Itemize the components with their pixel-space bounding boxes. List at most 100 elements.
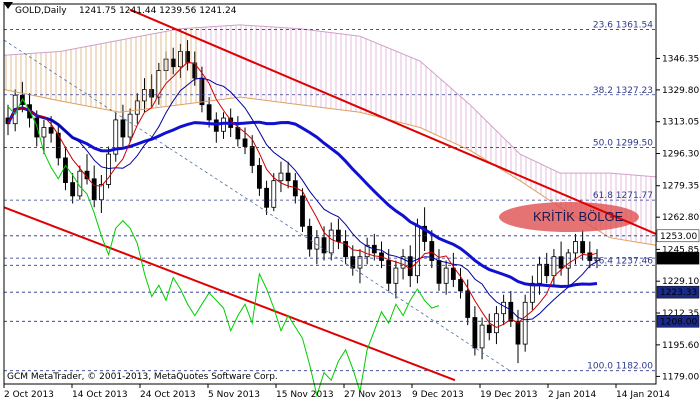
tenkan-sen-line bbox=[7, 61, 598, 328]
candle-body[interactable] bbox=[364, 244, 370, 258]
candle-body[interactable] bbox=[594, 257, 600, 261]
x-tick-label: 2 Oct 2013 bbox=[4, 390, 54, 400]
x-tick-label: 14 Jan 2014 bbox=[616, 390, 670, 400]
candle-body[interactable] bbox=[357, 256, 363, 269]
candle-body[interactable] bbox=[422, 225, 428, 242]
candle-body[interactable] bbox=[185, 51, 190, 64]
candle-body[interactable] bbox=[472, 317, 478, 349]
moving-average-line bbox=[6, 106, 598, 289]
candle-body[interactable] bbox=[343, 241, 348, 258]
candle-body[interactable] bbox=[522, 301, 528, 345]
candle-body[interactable] bbox=[450, 267, 456, 280]
candle-body[interactable] bbox=[558, 256, 564, 269]
candle-body[interactable] bbox=[91, 178, 97, 201]
candle-body[interactable] bbox=[429, 241, 435, 261]
symbol-label: GOLD,Daily bbox=[15, 6, 67, 16]
candle-body[interactable] bbox=[278, 172, 284, 182]
candle-body[interactable] bbox=[515, 320, 521, 345]
fib-trend-line bbox=[3, 39, 511, 372]
candle-body[interactable] bbox=[300, 195, 305, 227]
candle-body[interactable] bbox=[551, 256, 557, 277]
candle-body[interactable] bbox=[494, 313, 499, 334]
candle-body[interactable] bbox=[177, 51, 183, 68]
candle-body[interactable] bbox=[249, 146, 255, 166]
candle-body[interactable] bbox=[120, 119, 126, 138]
candle-body[interactable] bbox=[70, 182, 76, 197]
price-tag bbox=[656, 251, 700, 265]
candle-body[interactable] bbox=[321, 237, 327, 254]
candle-body[interactable] bbox=[257, 165, 262, 189]
candle-body[interactable] bbox=[400, 256, 406, 269]
candle-body[interactable] bbox=[285, 172, 291, 182]
x-tick-label: 24 Oct 2013 bbox=[140, 390, 196, 400]
candle-body[interactable] bbox=[41, 127, 47, 138]
candle-body[interactable] bbox=[415, 225, 420, 277]
candle-body[interactable] bbox=[529, 282, 535, 303]
candle-body[interactable] bbox=[271, 180, 277, 208]
candle-body[interactable] bbox=[142, 89, 147, 102]
candle-body[interactable] bbox=[465, 290, 471, 318]
candle-body[interactable] bbox=[336, 229, 341, 242]
candle-body[interactable] bbox=[436, 260, 442, 284]
candle-body[interactable] bbox=[479, 324, 485, 349]
candle-body[interactable] bbox=[486, 324, 492, 334]
candle-body[interactable] bbox=[48, 127, 54, 134]
candle-body[interactable] bbox=[235, 127, 241, 140]
candle-body[interactable] bbox=[458, 279, 463, 292]
candle-body[interactable] bbox=[328, 229, 334, 254]
candle-body[interactable] bbox=[264, 187, 269, 208]
x-tick-label: 5 Nov 2013 bbox=[208, 390, 260, 400]
candle-body[interactable] bbox=[537, 263, 542, 284]
y-tick-label: 1262.80 bbox=[662, 213, 699, 223]
fib-level-label: 76.4 1237.46 bbox=[593, 256, 653, 266]
fib-level-label: 61.8 1271.77 bbox=[593, 191, 653, 201]
candle-body[interactable] bbox=[113, 119, 119, 155]
candle-body[interactable] bbox=[580, 241, 586, 254]
y-tick-label: 1346.35 bbox=[662, 54, 699, 64]
candle-body[interactable] bbox=[393, 267, 399, 284]
senkou-span-a bbox=[3, 24, 657, 178]
candle-body[interactable] bbox=[407, 256, 413, 277]
candle-body[interactable] bbox=[170, 58, 176, 68]
plot-frame bbox=[3, 3, 657, 385]
candle-body[interactable] bbox=[63, 157, 68, 183]
candle-body[interactable] bbox=[587, 252, 593, 261]
y-tick-label: 1245.85 bbox=[662, 245, 699, 255]
candle-body[interactable] bbox=[127, 113, 133, 138]
candle-body[interactable] bbox=[98, 184, 104, 201]
chikou-span-line bbox=[7, 97, 440, 398]
price-tag bbox=[656, 285, 700, 299]
y-tick-label: 1296.30 bbox=[662, 150, 699, 160]
fib-level-label: 23.6 1361.54 bbox=[593, 21, 653, 31]
price-tag-label: 1253.00 bbox=[660, 232, 697, 242]
candle-body[interactable] bbox=[573, 241, 578, 254]
copyright-text: GCM MetaTrader, © 2001-2013, MetaQuotes … bbox=[7, 372, 278, 382]
triangle-icon[interactable] bbox=[3, 2, 13, 9]
candle-body[interactable] bbox=[565, 252, 571, 269]
candle-body[interactable] bbox=[199, 77, 205, 106]
candle-body[interactable] bbox=[149, 89, 155, 98]
y-tick-label: 1195.60 bbox=[662, 341, 699, 351]
plot-area[interactable] bbox=[5, 40, 600, 364]
candle-body[interactable] bbox=[386, 260, 392, 284]
candle-body[interactable] bbox=[314, 237, 320, 250]
y-tick-label: 1229.10 bbox=[662, 277, 699, 287]
fib-level-label: 38.2 1327.23 bbox=[593, 86, 653, 96]
candle-body[interactable] bbox=[501, 301, 507, 315]
axes: 1346.35 1329.80 1313.05 1296.30 1279.35 1262.… bbox=[3, 3, 700, 400]
candle-body[interactable] bbox=[55, 132, 61, 159]
candle-body[interactable] bbox=[106, 153, 111, 185]
candle-body[interactable] bbox=[242, 138, 248, 147]
candle-body[interactable] bbox=[307, 225, 313, 250]
candle-body[interactable] bbox=[544, 263, 550, 277]
price-tag-label: 1208.00 bbox=[660, 317, 697, 327]
candle-body[interactable] bbox=[206, 104, 212, 121]
price-tag-label: 1241.24 bbox=[660, 254, 697, 264]
y-tick-label: 1212.35 bbox=[662, 309, 699, 319]
candle-body[interactable] bbox=[134, 100, 140, 115]
candle-body[interactable] bbox=[443, 267, 449, 284]
y-tick-label: 1179.00 bbox=[662, 372, 699, 382]
x-tick-label: 19 Dec 2013 bbox=[480, 390, 538, 400]
candle-body[interactable] bbox=[192, 62, 198, 79]
